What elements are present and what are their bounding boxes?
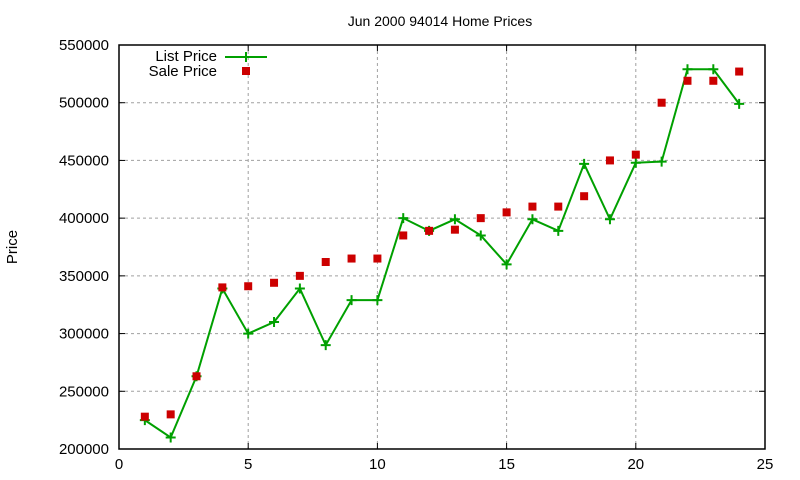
x-tick-label: 0 (115, 456, 123, 473)
legend-label-list-price: List Price (155, 48, 217, 65)
list-price-series (139, 64, 745, 443)
list-price-point (449, 214, 460, 225)
sale-price-point (502, 208, 511, 217)
y-tick-label: 450000 (59, 152, 109, 169)
plot-frame (118, 44, 766, 450)
chart-title: Jun 2000 94014 Home Prices (348, 13, 532, 29)
legend-label-sale-price: Sale Price (149, 63, 217, 80)
list-price-point (708, 64, 719, 75)
list-price-point (630, 157, 641, 168)
sale-price-point (425, 226, 434, 235)
sale-price-point (295, 271, 304, 280)
x-tick-label: 20 (627, 456, 644, 473)
list-price-point (579, 158, 590, 169)
y-tick-label: 350000 (59, 268, 109, 285)
sale-price-point (554, 202, 563, 211)
x-tick-label: 15 (498, 456, 515, 473)
sale-price-point (270, 278, 279, 287)
list-price-point (294, 283, 305, 294)
sale-price-point (373, 254, 382, 263)
y-tick-label: 250000 (59, 383, 109, 400)
sale-price-point (218, 283, 227, 292)
x-tick-label: 25 (757, 456, 774, 473)
y-tick-label: 300000 (59, 326, 109, 343)
y-tick-label: 500000 (59, 95, 109, 112)
y-tick-label: 400000 (59, 210, 109, 227)
list-price-point (527, 214, 538, 225)
sale-price-point (321, 258, 330, 267)
legend-square-icon (242, 67, 250, 75)
sale-price-point (476, 214, 485, 223)
list-price-point (269, 317, 280, 328)
sale-price-point (450, 225, 459, 234)
y-axis-label: Price (4, 230, 21, 264)
sale-price-point (244, 282, 253, 291)
legend: List Price Sale Price (149, 48, 267, 80)
gridlines (119, 45, 765, 449)
x-tick-label: 10 (369, 456, 386, 473)
sale-price-point (735, 67, 744, 76)
x-tick-label: 5 (244, 456, 252, 473)
sale-price-series (140, 67, 744, 421)
list-price-point (243, 328, 254, 339)
list-price-point (604, 214, 615, 225)
list-price-point (320, 340, 331, 351)
list-price-line (144, 68, 740, 439)
list-price-point (501, 259, 512, 270)
sale-price-point (166, 410, 175, 419)
y-tick-label: 550000 (59, 37, 109, 54)
list-price-point (734, 98, 745, 109)
y-tick-label: 200000 (59, 441, 109, 458)
list-price-point (553, 225, 564, 236)
list-price-point (475, 230, 486, 241)
list-price-point (656, 156, 667, 167)
list-price-point (165, 432, 176, 443)
sale-price-point (631, 150, 640, 159)
list-price-point (372, 295, 383, 306)
sale-price-point (347, 254, 356, 263)
list-price-point (398, 213, 409, 224)
sale-price-point (528, 202, 537, 211)
list-price-point (682, 64, 693, 75)
sale-price-point (140, 412, 149, 421)
sale-price-point (657, 98, 666, 107)
sale-price-point (683, 76, 692, 85)
list-price-point (346, 295, 357, 306)
sale-price-point (605, 156, 614, 165)
legend-plus-icon (241, 52, 251, 62)
sale-price-point (399, 231, 408, 240)
sale-price-point (192, 372, 201, 381)
sale-price-point (580, 192, 589, 201)
sale-price-point (709, 76, 718, 85)
